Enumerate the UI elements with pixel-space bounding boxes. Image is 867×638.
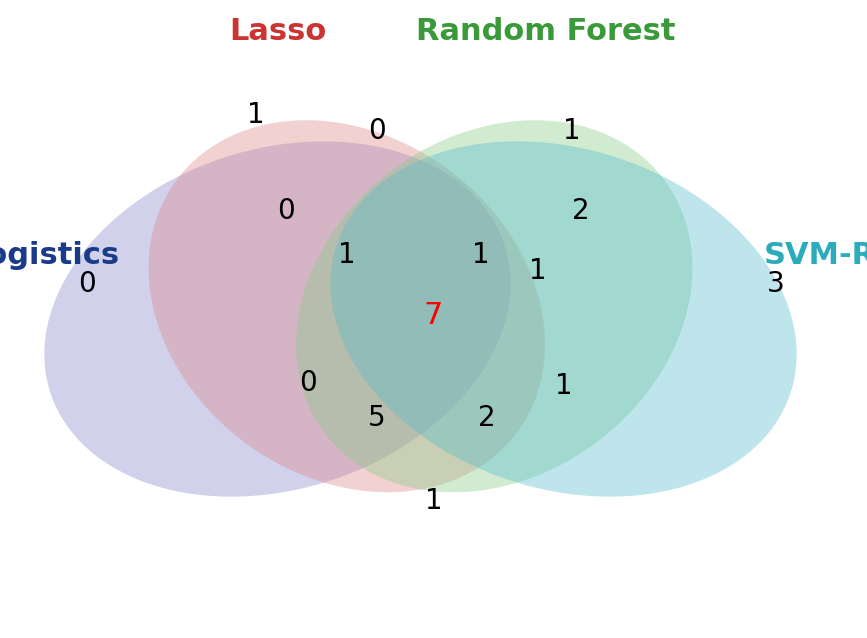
Text: 0: 0 xyxy=(368,117,386,145)
Text: Lasso: Lasso xyxy=(229,17,326,47)
Text: 5: 5 xyxy=(368,404,386,432)
Ellipse shape xyxy=(330,142,797,496)
Text: 1: 1 xyxy=(473,241,490,269)
Text: 1: 1 xyxy=(564,117,581,145)
Text: 2: 2 xyxy=(572,197,590,225)
Text: 0: 0 xyxy=(299,369,316,397)
Ellipse shape xyxy=(296,120,693,493)
Text: 3: 3 xyxy=(767,270,785,298)
Text: 0: 0 xyxy=(277,197,295,225)
Ellipse shape xyxy=(44,142,511,496)
Text: 2: 2 xyxy=(479,404,496,432)
Text: 1: 1 xyxy=(338,241,355,269)
Text: 1: 1 xyxy=(555,372,572,400)
Text: Logistics: Logistics xyxy=(0,241,120,270)
Text: 1: 1 xyxy=(425,487,442,515)
Text: 0: 0 xyxy=(78,270,95,298)
Text: 1: 1 xyxy=(247,101,264,129)
Text: SVM-RFE: SVM-RFE xyxy=(764,241,867,270)
Text: Random Forest: Random Forest xyxy=(416,17,676,47)
Text: 1: 1 xyxy=(529,257,546,285)
Ellipse shape xyxy=(148,120,545,493)
Text: 7: 7 xyxy=(424,301,443,330)
